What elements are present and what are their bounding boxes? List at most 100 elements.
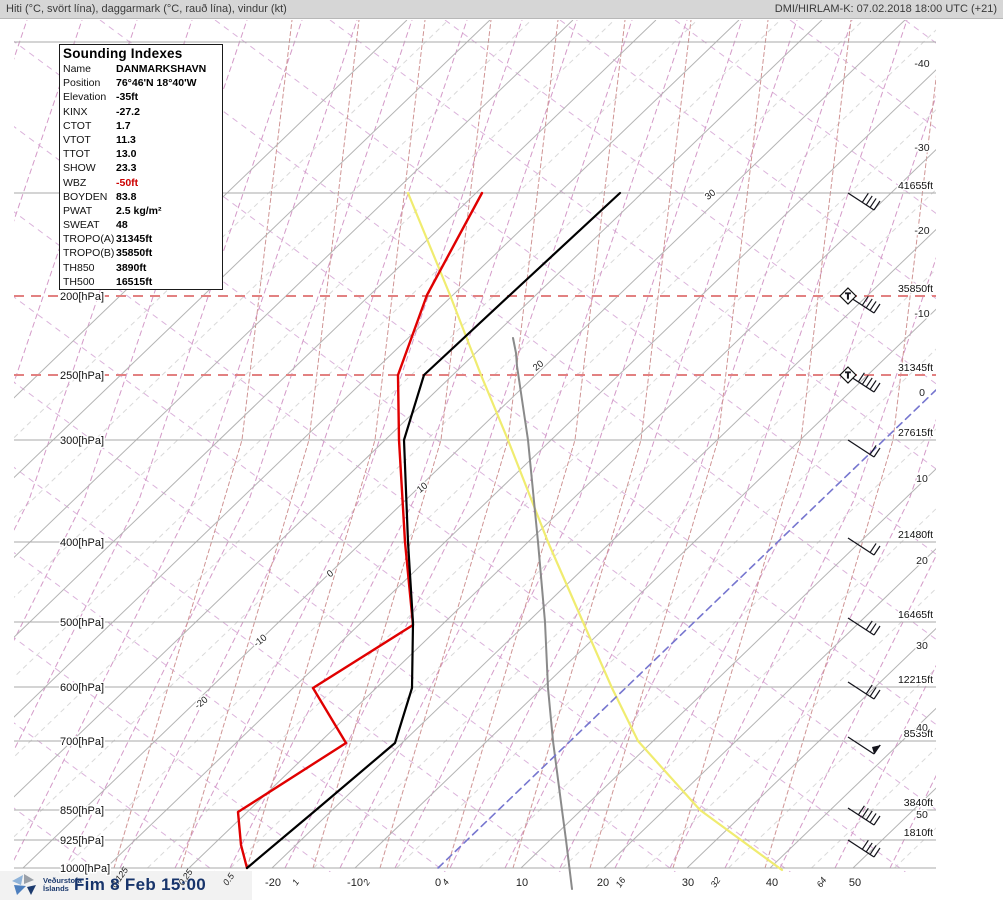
top-info-bar: Hiti (°C, svört lína), daggarmark (°C, r… (0, 0, 1003, 19)
index-row-value: 3890ft (116, 261, 147, 274)
adiabat-label: 30 (703, 187, 718, 202)
pressure-axis-label: 200[hPa] (60, 291, 104, 303)
wind-barbs: TT (839, 192, 881, 858)
tropopause-marker-letter: T (846, 292, 851, 301)
index-row-label: TH500 (63, 275, 95, 288)
index-row-label: TH850 (63, 261, 95, 274)
pressure-axis-label: 1000[hPa] (60, 863, 110, 875)
isotherm-label-right: -40 (914, 58, 929, 70)
variables-legend-label: Hiti (°C, svört lína), daggarmark (°C, r… (6, 3, 287, 15)
isotherm-label-bottom: -10 (347, 877, 363, 889)
index-row: SHOW 23.3 (60, 161, 222, 175)
altitude-label: 1810ft (904, 827, 933, 839)
index-row: KINX -27.2 (60, 105, 222, 119)
index-row-label: PWAT (63, 204, 93, 217)
altitude-label: 35850ft (898, 283, 933, 295)
altitude-label: 27615ft (898, 427, 933, 439)
index-row: BOYDEN 83.8 (60, 190, 222, 204)
index-row-value: 11.3 (116, 133, 136, 146)
index-row: PWAT 2.5 kg/m² (60, 204, 222, 218)
isotherm-label-right: 10 (916, 473, 928, 485)
index-row: Elevation -35ft (60, 90, 222, 104)
isotherm-label-right: 40 (916, 722, 928, 734)
mixing-ratio-label: 1 (290, 877, 301, 887)
index-row: TROPO(B) 35850ft (60, 246, 222, 260)
index-row-value: -27.2 (116, 105, 140, 118)
index-row-value: -35ft (116, 91, 139, 104)
pressure-axis-label: 250[hPa] (60, 370, 104, 382)
pressure-axis-label: 500[hPa] (60, 617, 104, 629)
index-row-label: Name (63, 63, 92, 75)
index-row-value: 31345ft (116, 233, 153, 246)
isotherm-label-bottom: 10 (516, 877, 528, 889)
altitude-label: 41655ft (898, 180, 933, 192)
index-row-value: 1.7 (116, 119, 131, 132)
altitude-label: 21480ft (898, 529, 933, 541)
isotherm-label-bottom: -20 (265, 877, 281, 889)
isotherm-label-bottom: 20 (597, 877, 609, 889)
pressure-axis-label: 600[hPa] (60, 682, 104, 694)
mixing-ratio-label: 64 (815, 875, 829, 889)
index-row-label: WBZ (63, 176, 87, 189)
tropopause-marker-letter: T (846, 371, 851, 380)
pressure-axis-label: 850[hPa] (60, 805, 104, 817)
index-row: TH500 16515ft (60, 275, 222, 289)
indexes-rows: Name DANMARKSHAVN Position 76°46'N 18°40'W E… (60, 62, 222, 289)
index-row: TROPO(A) 31345ft (60, 232, 222, 246)
index-row: Name DANMARKSHAVN (60, 62, 222, 76)
altitude-label: 12215ft (898, 674, 933, 686)
isotherm-label-right: 50 (916, 809, 928, 821)
pressure-axis-label: 700[hPa] (60, 736, 104, 748)
isotherm-label-bottom: 40 (766, 877, 778, 889)
index-row-value: DANMARKSHAVN (116, 63, 207, 75)
adiabat-label: 20 (531, 358, 546, 373)
pressure-axis-label: 400[hPa] (60, 537, 104, 549)
index-row-label: TROPO(A) (63, 233, 115, 246)
isotherm-label-bottom: 30 (682, 877, 694, 889)
index-row-value: 13.0 (116, 148, 137, 161)
index-row-label: KINX (63, 105, 88, 118)
index-row-value: 83.8 (116, 190, 137, 203)
index-row: SWEAT 48 (60, 218, 222, 232)
index-row: TTOT 13.0 (60, 147, 222, 161)
isotherm-label-right: -10 (914, 308, 929, 320)
mixing-ratio-label: 4 (440, 877, 451, 887)
index-row: Position 76°46'N 18°40'W (60, 76, 222, 90)
axis-labels: 41655ft200[hPa]35850ft250[hPa]31345ft300… (59, 57, 935, 890)
index-row: VTOT 11.3 (60, 133, 222, 147)
tropopause-marker (839, 287, 857, 305)
isotherm-label-right: 20 (916, 555, 928, 567)
index-row-value: -50ft (116, 176, 139, 189)
index-row-value: 76°46'N 18°40'W (116, 77, 197, 90)
adiabat-label: 0 (325, 568, 336, 580)
index-row-value: 48 (116, 219, 128, 232)
model-run-label: DMI/HIRLAM-K: 07.02.2018 18:00 UTC (+21) (774, 3, 997, 15)
mixing-ratio-label: 32 (709, 875, 723, 889)
index-row-label: SHOW (63, 162, 96, 175)
index-row-value: 35850ft (116, 247, 153, 260)
adiabat-label: -20 (193, 694, 211, 711)
altitude-label: 3840ft (904, 797, 933, 809)
indexes-panel-title: Sounding Indexes (63, 46, 183, 61)
index-row-label: VTOT (63, 133, 91, 146)
isotherm-label-right: 0 (919, 387, 925, 399)
isotherm-label-right: -20 (914, 225, 929, 237)
index-row-label: SWEAT (63, 219, 100, 232)
sounding-indexes-panel: Sounding Indexes Name DANMARKSHAVN Positio… (59, 44, 223, 290)
index-row: TH850 3890ft (60, 261, 222, 275)
index-row: WBZ -50ft (60, 176, 222, 190)
isotherm-label-bottom: 0 (435, 877, 441, 889)
pressure-axis-label: 925[hPa] (60, 835, 104, 847)
isotherm-label-right: 30 (916, 640, 928, 652)
index-row-label: Position (63, 77, 101, 90)
pressure-axis-label: 300[hPa] (60, 435, 104, 447)
index-row-value: 23.3 (116, 162, 137, 175)
mixing-ratio-label: 16 (614, 875, 628, 889)
altitude-label: 8535ft (904, 728, 933, 740)
altitude-label: 31345ft (898, 362, 933, 374)
index-row-label: BOYDEN (63, 190, 108, 203)
footer-strip (0, 871, 252, 900)
index-row-label: TTOT (63, 148, 91, 161)
mixing-ratio-label: 2 (360, 877, 372, 888)
